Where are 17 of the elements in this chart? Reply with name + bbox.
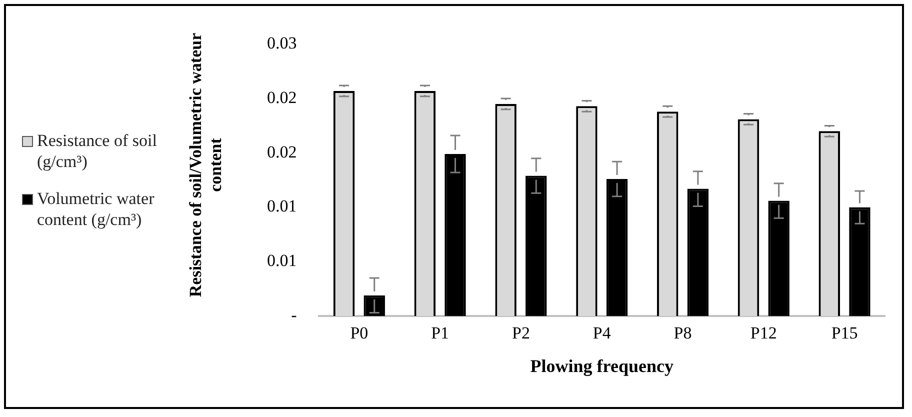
legend-label: Volumetric water content (g/cm³) xyxy=(37,188,156,230)
x-tick-label: P0 xyxy=(350,324,368,343)
x-tick-label: P2 xyxy=(512,324,530,343)
x-axis-title: Plowing frequency xyxy=(530,356,674,376)
x-tick-label: P12 xyxy=(750,324,777,343)
y-tick-label: 0.01 xyxy=(267,251,297,270)
legend-label: Resistance of soil (g/cm³) xyxy=(37,130,158,172)
x-tick-label: P1 xyxy=(431,324,450,343)
x-tick-label: P8 xyxy=(674,324,692,343)
y-tick-label: - xyxy=(291,305,298,324)
x-tick-label: P4 xyxy=(592,324,612,343)
y-axis-title: Resistance of soil/Volumetric wateur content xyxy=(186,32,226,300)
y-tick-label: 0.02 xyxy=(267,142,297,162)
y-tick-label: 0.03 xyxy=(267,34,297,53)
y-tick-label: 0.01 xyxy=(267,196,297,216)
x-tick-label: P15 xyxy=(831,324,858,343)
y-tick-label: 0.02 xyxy=(267,88,297,108)
